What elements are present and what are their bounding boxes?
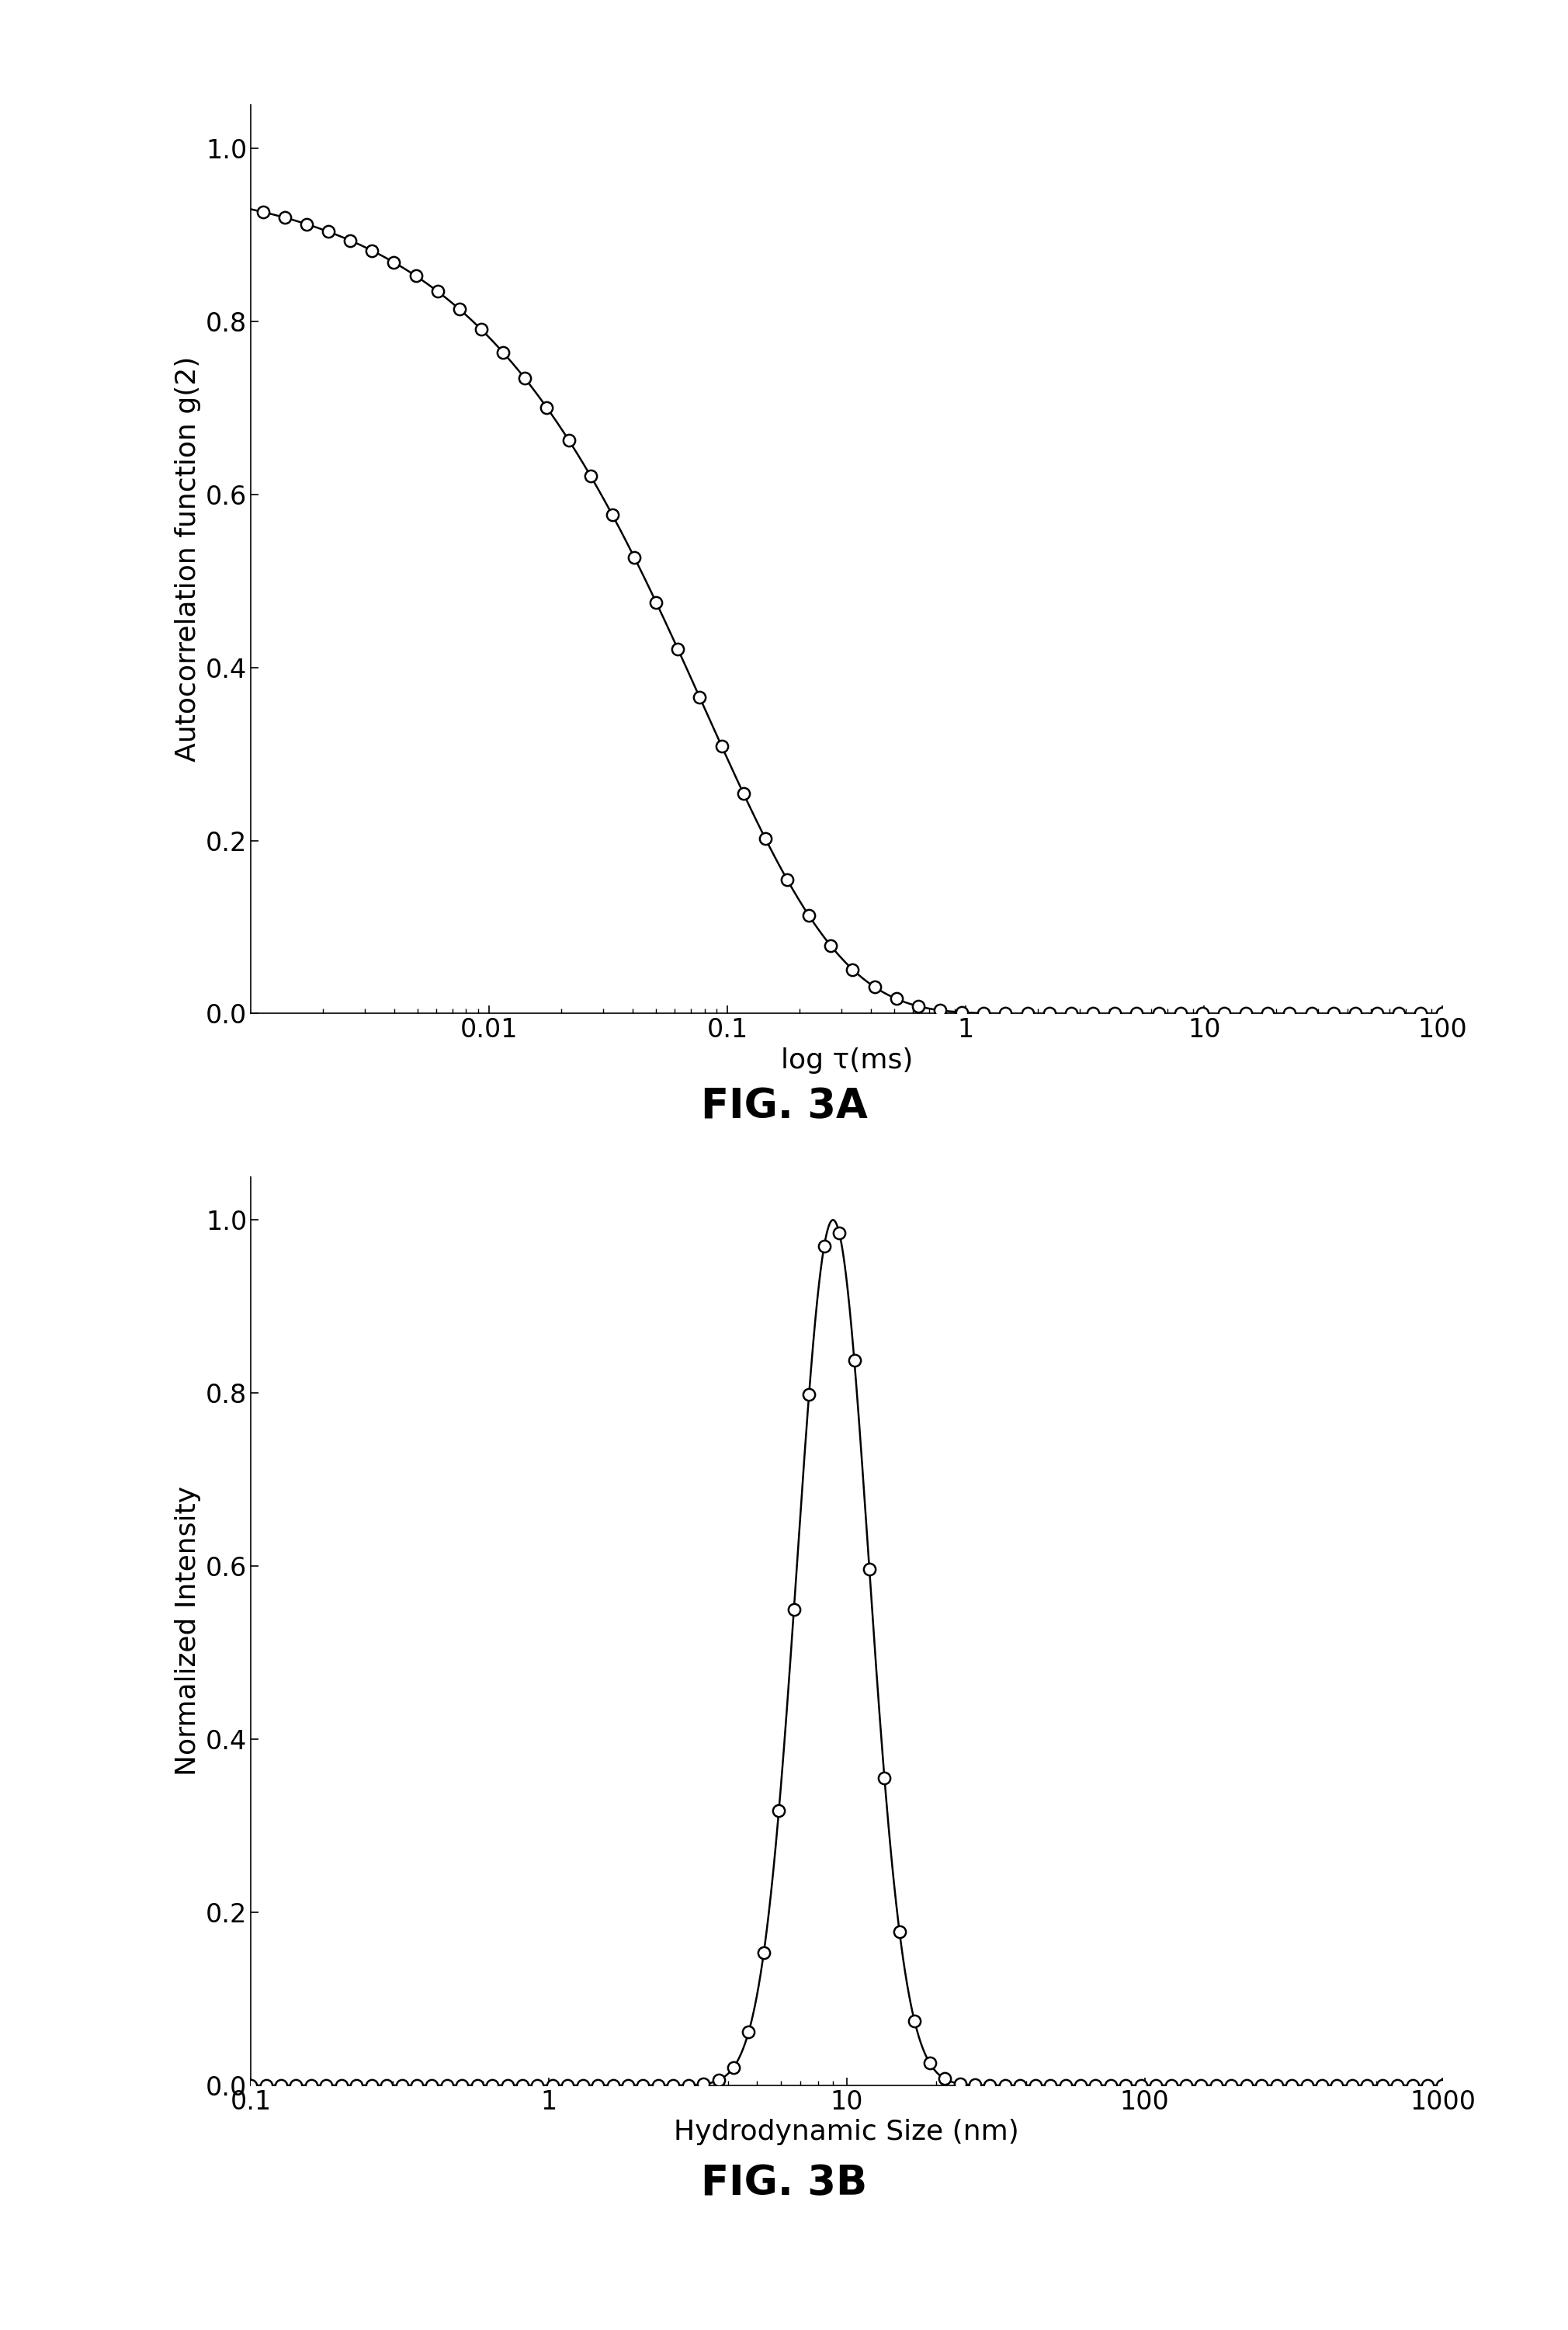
Text: FIG. 3A: FIG. 3A bbox=[701, 1086, 867, 1128]
X-axis label: log τ(ms): log τ(ms) bbox=[781, 1046, 913, 1074]
X-axis label: Hydrodynamic Size (nm): Hydrodynamic Size (nm) bbox=[674, 2118, 1019, 2146]
Text: FIG. 3B: FIG. 3B bbox=[701, 2162, 867, 2204]
Y-axis label: Autocorrelation function g(2): Autocorrelation function g(2) bbox=[176, 356, 201, 762]
Y-axis label: Normalized Intensity: Normalized Intensity bbox=[176, 1487, 201, 1775]
